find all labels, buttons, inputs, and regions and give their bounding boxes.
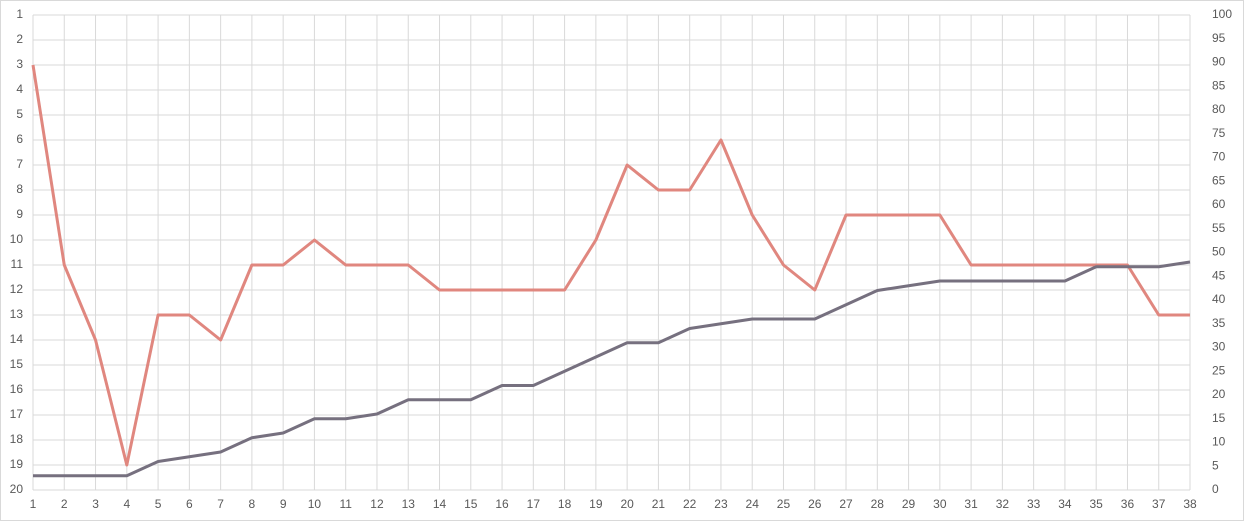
x-tick-label: 26 bbox=[808, 497, 822, 511]
x-tick-label: 23 bbox=[714, 497, 728, 511]
y2-tick-label: 45 bbox=[1212, 268, 1226, 282]
x-tick-label: 32 bbox=[996, 497, 1010, 511]
x-tick-label: 3 bbox=[92, 497, 99, 511]
y-tick-label: 5 bbox=[16, 107, 23, 121]
x-tick-label: 9 bbox=[280, 497, 287, 511]
x-tick-label: 4 bbox=[123, 497, 130, 511]
y2-tick-label: 75 bbox=[1212, 126, 1226, 140]
x-tick-label: 1 bbox=[30, 497, 37, 511]
x-tick-label: 10 bbox=[308, 497, 322, 511]
x-tick-label: 2 bbox=[61, 497, 68, 511]
x-tick-label: 16 bbox=[495, 497, 509, 511]
y-tick-label: 18 bbox=[10, 432, 24, 446]
y2-tick-label: 30 bbox=[1212, 340, 1226, 354]
y-tick-label: 7 bbox=[16, 157, 23, 171]
y2-tick-label: 20 bbox=[1212, 387, 1226, 401]
series-line bbox=[33, 260, 1191, 478]
y2-tick-label: 65 bbox=[1212, 173, 1226, 187]
x-tick-label: 38 bbox=[1183, 497, 1197, 511]
y-tick-label: 2 bbox=[16, 32, 23, 46]
y-tick-label: 4 bbox=[16, 82, 23, 96]
y2-tick-label: 85 bbox=[1212, 78, 1226, 92]
x-tick-label: 31 bbox=[964, 497, 978, 511]
x-tick-label: 24 bbox=[746, 497, 760, 511]
x-tick-label: 28 bbox=[871, 497, 885, 511]
x-tick-label: 17 bbox=[527, 497, 541, 511]
y-tick-label: 8 bbox=[16, 182, 23, 196]
x-tick-label: 35 bbox=[1090, 497, 1104, 511]
series-line bbox=[31, 64, 1190, 467]
y-tick-label: 3 bbox=[16, 57, 23, 71]
x-tick-label: 27 bbox=[839, 497, 853, 511]
x-tick-label: 22 bbox=[683, 497, 697, 511]
x-tick-label: 11 bbox=[339, 497, 352, 511]
y2-tick-label: 50 bbox=[1212, 245, 1226, 259]
x-tick-label: 18 bbox=[558, 497, 572, 511]
y2-tick-label: 90 bbox=[1212, 55, 1226, 69]
y-tick-label: 10 bbox=[10, 232, 24, 246]
x-tick-label: 5 bbox=[155, 497, 162, 511]
x-tick-label: 7 bbox=[217, 497, 224, 511]
y-tick-label: 11 bbox=[11, 257, 24, 271]
y-tick-label: 16 bbox=[10, 382, 24, 396]
y-tick-label: 12 bbox=[10, 282, 24, 296]
x-tick-label: 37 bbox=[1152, 497, 1166, 511]
y-tick-label: 6 bbox=[16, 132, 23, 146]
x-tick-label: 25 bbox=[777, 497, 791, 511]
x-tick-label: 21 bbox=[652, 497, 666, 511]
y2-tick-label: 25 bbox=[1212, 363, 1226, 377]
y-tick-label: 9 bbox=[16, 207, 23, 221]
x-tick-label: 33 bbox=[1027, 497, 1041, 511]
y2-tick-label: 80 bbox=[1212, 102, 1226, 116]
y-tick-label: 14 bbox=[10, 332, 24, 346]
x-tick-label: 36 bbox=[1121, 497, 1135, 511]
x-tick-label: 34 bbox=[1058, 497, 1072, 511]
y2-tick-label: 95 bbox=[1212, 31, 1226, 45]
y2-tick-label: 70 bbox=[1212, 150, 1226, 164]
y2-tick-label: 55 bbox=[1212, 221, 1226, 235]
y2-tick-label: 35 bbox=[1212, 316, 1226, 330]
x-tick-label: 19 bbox=[589, 497, 603, 511]
y-tick-label: 17 bbox=[10, 407, 24, 421]
x-tick-label: 8 bbox=[249, 497, 256, 511]
y-tick-label: 1 bbox=[16, 7, 23, 21]
x-tick-label: 15 bbox=[464, 497, 478, 511]
y2-tick-label: 60 bbox=[1212, 197, 1226, 211]
y2-tick-label: 100 bbox=[1212, 7, 1232, 21]
x-tick-label: 12 bbox=[370, 497, 384, 511]
y-tick-label: 15 bbox=[10, 357, 24, 371]
y2-tick-label: 40 bbox=[1212, 292, 1226, 306]
y2-tick-label: 0 bbox=[1212, 482, 1219, 496]
x-tick-label: 14 bbox=[433, 497, 447, 511]
x-tick-label: 30 bbox=[933, 497, 947, 511]
x-tick-label: 29 bbox=[902, 497, 916, 511]
y2-tick-label: 15 bbox=[1212, 411, 1226, 425]
x-tick-label: 6 bbox=[186, 497, 193, 511]
y-tick-label: 13 bbox=[10, 307, 24, 321]
y2-tick-label: 5 bbox=[1212, 458, 1219, 472]
y-tick-label: 20 bbox=[10, 482, 24, 496]
x-tick-label: 20 bbox=[620, 497, 634, 511]
y2-tick-label: 10 bbox=[1212, 435, 1226, 449]
x-tick-label: 13 bbox=[402, 497, 416, 511]
y-tick-label: 19 bbox=[10, 457, 24, 471]
